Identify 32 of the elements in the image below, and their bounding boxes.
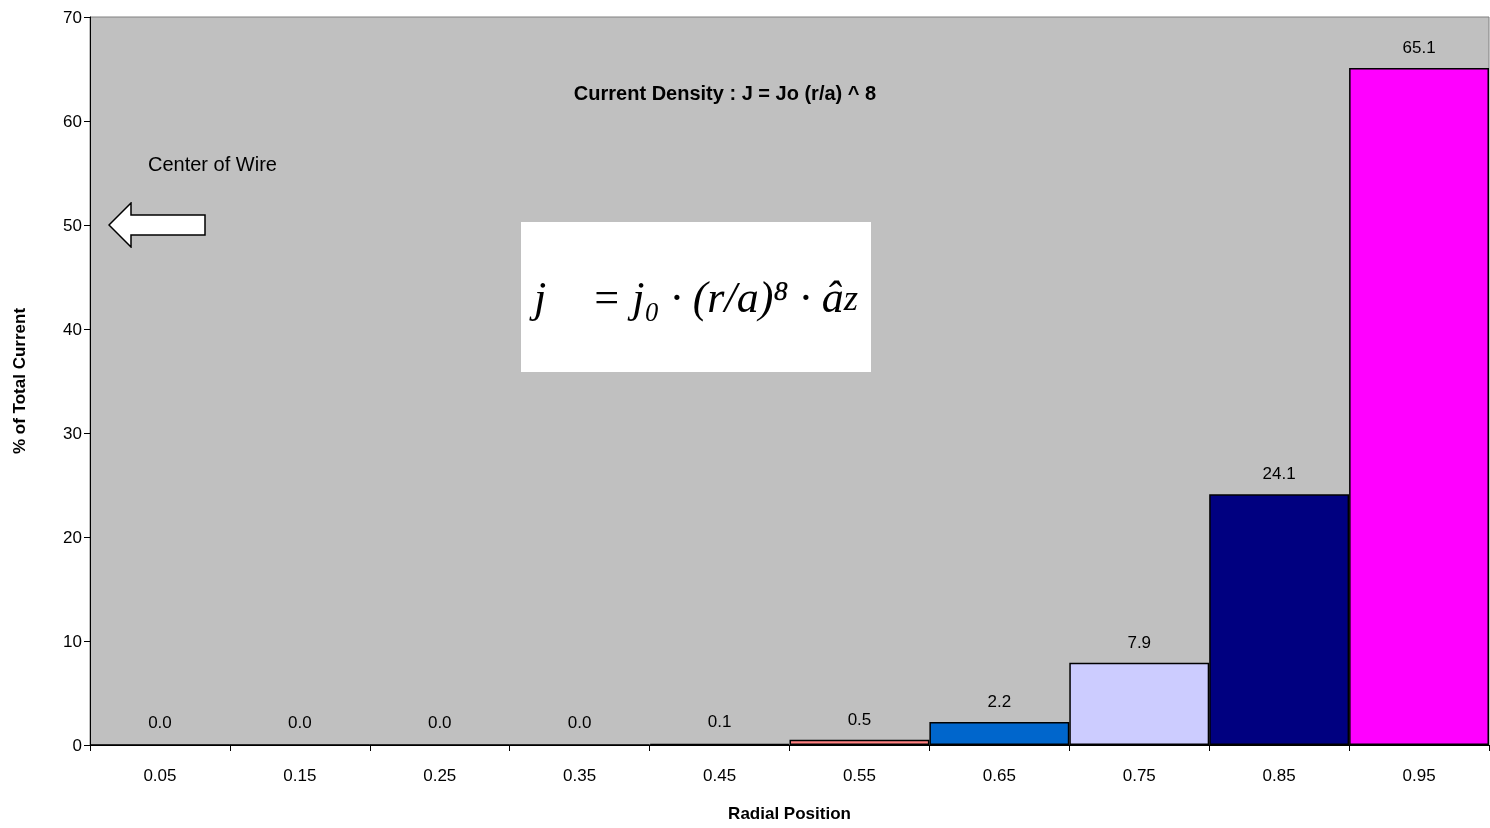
x-tick-label: 0.85 [1262, 766, 1296, 785]
x-tick-label: 0.45 [703, 766, 737, 785]
y-tick-label: 70 [63, 7, 82, 27]
y-tick-label: 10 [63, 631, 82, 651]
x-tick-label: 0.05 [143, 766, 177, 785]
data-label: 65.1 [1402, 37, 1436, 57]
x-axis-title: Radial Position [728, 804, 851, 823]
y-tick-label: 20 [63, 527, 82, 547]
x-tick-label: 0.65 [982, 766, 1016, 785]
annotation: Center of Wire [148, 153, 277, 176]
x-tick-label: 0.95 [1402, 766, 1436, 785]
x-tick-label: 0.15 [283, 766, 317, 785]
data-label: 0.0 [567, 712, 592, 732]
y-axis-title: % of Total Current [10, 307, 29, 455]
data-label: 0.1 [707, 711, 732, 731]
data-label: 2.2 [987, 692, 1012, 712]
x-tick-label: 0.25 [423, 766, 457, 785]
y-tick-label: 50 [63, 215, 82, 235]
y-tick-label: 40 [63, 319, 82, 339]
y-tick-label: 30 [63, 423, 82, 443]
y-tick-label: 60 [63, 111, 82, 131]
data-label: 0.5 [847, 709, 872, 729]
data-label: 0.0 [288, 712, 312, 732]
data-label: 24.1 [1262, 464, 1296, 484]
text: Current Density : J = Jo (r/a) ^ 8 [573, 82, 877, 104]
y-tick-label: 0 [72, 735, 82, 755]
data-label: 0.0 [427, 712, 452, 732]
data-label: 0.0 [148, 712, 172, 732]
data-label: 7.9 [1127, 632, 1152, 652]
x-tick-label: 0.55 [842, 766, 876, 785]
x-tick-label: 0.75 [1122, 766, 1156, 785]
x-tick-label: 0.35 [563, 766, 597, 785]
